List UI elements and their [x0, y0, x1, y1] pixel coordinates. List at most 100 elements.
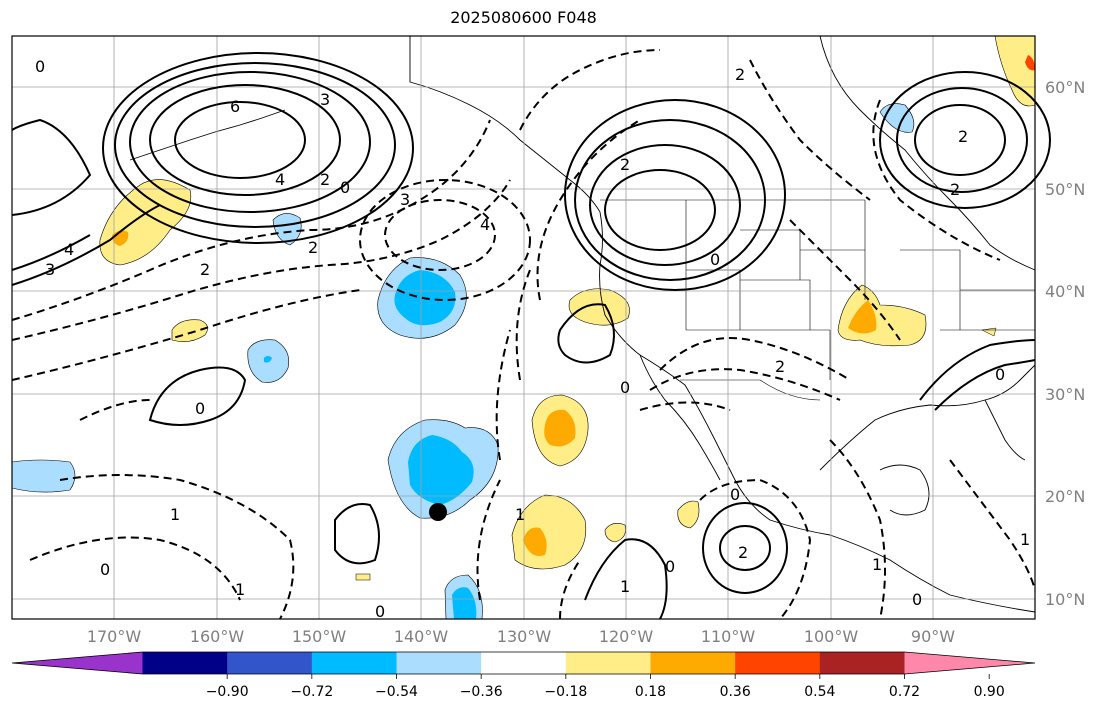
contour-low: [59, 474, 295, 620]
colorbar-tick-label: 0.90: [974, 684, 1005, 700]
lat-label: 60°N: [1045, 78, 1085, 97]
shade-yellow: [604, 523, 626, 543]
latitude-labels: 60°N 50°N 40°N 30°N 20°N 10°N: [1045, 78, 1085, 609]
contour-label: 3: [320, 90, 330, 109]
colorbar-tick-label: −0.36: [460, 684, 503, 700]
contour-label: 0: [710, 250, 720, 269]
lon-label: 90°W: [911, 627, 955, 646]
dashed-contours: [11, 49, 1036, 620]
colorbar-segment: [142, 652, 228, 674]
colorbar-segment: [227, 652, 313, 674]
contour-low: [872, 99, 1001, 261]
contour-low: [559, 559, 581, 620]
map-frame: [11, 35, 1036, 620]
contour-low: [789, 219, 901, 341]
shade-orange: [544, 409, 576, 447]
longitude-labels: 170°W 160°W 150°W 140°W 130°W 120°W 110°…: [87, 627, 955, 646]
colorbar-segment: [650, 652, 736, 674]
contour-label: 2: [958, 127, 968, 146]
contour-labels: 0 4 3 6 3 4 2 0 3 4 2 2 2 0 2 2 0 2 0 1 …: [35, 57, 1030, 621]
contour-label: 3: [400, 190, 410, 209]
colorbar-outline: [11, 651, 1036, 675]
shade-orange: [1025, 55, 1035, 71]
shade-yellow: [677, 500, 700, 529]
contour-high-east: [896, 87, 1028, 193]
colorbar-segment: [481, 652, 567, 674]
lon-label: 120°W: [599, 627, 654, 646]
colorbar-tick-label: −0.90: [206, 684, 249, 700]
lon-label: 160°W: [190, 627, 245, 646]
lat-label: 50°N: [1045, 180, 1085, 199]
graticule: [12, 36, 1035, 619]
colorbar-segment: [396, 652, 482, 674]
contour-label: 6: [230, 97, 240, 116]
contour-high-pacific: [11, 204, 161, 286]
lat-label: 10°N: [1045, 590, 1085, 609]
baja-california: [639, 354, 721, 481]
contour-label: 2: [738, 543, 748, 562]
colorbar-tick-label: 0.54: [804, 684, 835, 700]
colorbar-segment: [819, 652, 905, 674]
colorbar-tick-label: 0.36: [720, 684, 751, 700]
contour-low: [536, 119, 641, 301]
contour-label: 0: [912, 590, 922, 609]
lon-label: 170°W: [87, 627, 142, 646]
colorbar-tick-label: −0.72: [290, 684, 333, 700]
lon-label: 100°W: [804, 627, 859, 646]
colorbar-segment: [311, 652, 397, 674]
contour-low: [515, 269, 531, 381]
contour-high-west: [604, 169, 716, 251]
contour-label: 0: [35, 57, 45, 76]
contour-low: [11, 289, 361, 381]
contour-label: 4: [64, 240, 74, 259]
lat-label: 40°N: [1045, 282, 1085, 301]
lon-label: 110°W: [701, 627, 756, 646]
contour-label: 1: [170, 505, 180, 524]
contour-label: 0: [375, 602, 385, 621]
shade-yellow: [994, 35, 1036, 107]
contour-low: [649, 368, 841, 401]
contour-label: 0: [995, 365, 1005, 384]
contour-low: [749, 59, 871, 201]
contour-label: 2: [735, 65, 745, 84]
contour-low: [476, 479, 501, 601]
contour-low-mexico: [702, 502, 788, 594]
shade-blue: [264, 356, 272, 363]
contour-label: 0: [665, 557, 675, 576]
contour-low: [639, 401, 731, 411]
contour-low-gulf: [384, 199, 496, 271]
solid-contours: [11, 52, 1051, 620]
contour-high-pacific: [114, 62, 396, 228]
contour-label: 1: [515, 505, 525, 524]
contour-low: [699, 478, 812, 620]
shaded-regions: [11, 35, 1036, 620]
storm-marker-dot: [429, 503, 447, 521]
shade-yellow: [355, 573, 371, 581]
contour-label: 2: [620, 155, 630, 174]
colorbar-tick-label: 0.18: [635, 684, 666, 700]
lon-label: 150°W: [292, 627, 347, 646]
shade-blue: [452, 587, 477, 619]
contour-low: [659, 337, 851, 381]
contour-label: 0: [100, 560, 110, 579]
contour-low: [79, 399, 151, 421]
contour-low: [29, 536, 241, 601]
gulf-coast: [819, 364, 1036, 471]
lat-label: 20°N: [1045, 487, 1085, 506]
colorbar-segment: [735, 652, 821, 674]
contour-zero: [934, 359, 1036, 411]
lon-label: 130°W: [497, 627, 552, 646]
lon-label: 140°W: [394, 627, 449, 646]
contour-high-pacific: [11, 118, 92, 216]
contour-label: 2: [200, 260, 210, 279]
colorbar-tick-label: 0.72: [889, 684, 920, 700]
contour-label: 1: [620, 577, 630, 596]
contour-label: 2: [308, 238, 318, 257]
contour-label: 3: [45, 260, 55, 279]
map-title: 2025080600 F048: [450, 8, 597, 27]
yucatan-coast: [879, 464, 930, 516]
contour-label: 4: [480, 215, 490, 234]
contour-high-pacific: [149, 84, 341, 196]
contour-label: 0: [730, 485, 740, 504]
